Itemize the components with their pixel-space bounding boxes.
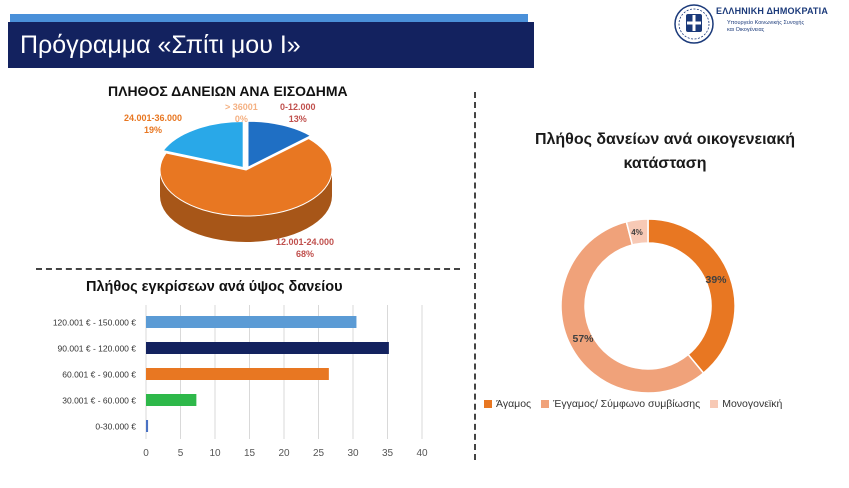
pie-label-percent: 19% xyxy=(144,125,163,135)
donut-slice-1 xyxy=(560,220,705,394)
y-category-label: 90.001 € - 120.000 € xyxy=(58,344,137,354)
legend-item-single-parent: Μονογονεϊκή xyxy=(710,398,782,410)
pie-label-24001-36000: 24.001-36.000 19% xyxy=(124,112,182,136)
bar-3 xyxy=(146,394,197,406)
donut-data-label: 39% xyxy=(705,274,727,286)
x-tick-label: 10 xyxy=(209,448,221,459)
legend-item-single: Άγαμος xyxy=(484,398,531,410)
logo-ministry-line1: Υπουργείο Κοινωνικής Συνοχής xyxy=(727,20,805,26)
legend-label: Μονογονεϊκή xyxy=(722,398,783,410)
legend-swatch xyxy=(710,400,719,408)
donut-data-label: 4% xyxy=(631,228,643,237)
y-category-label: 30.001 € - 60.000 € xyxy=(62,396,136,406)
pie-label-percent: 13% xyxy=(288,114,307,124)
logo-ministry-line2: και Οικογένειας xyxy=(727,27,765,33)
pie-label-category: 24.001-36.000 xyxy=(124,113,183,123)
x-tick-label: 20 xyxy=(278,448,290,459)
legend-label: Άγαμος xyxy=(496,398,532,410)
pie-slice-2 xyxy=(162,121,244,169)
pie-slice-0 xyxy=(247,120,312,169)
x-tick-label: 0 xyxy=(143,448,149,459)
donut-data-label: 57% xyxy=(572,333,594,345)
pie-label-category: 0-12.000 xyxy=(280,102,316,112)
x-tick-label: 30 xyxy=(347,448,359,459)
pie-label-category: > 36001 xyxy=(225,102,258,112)
pie-slice-1 xyxy=(159,137,333,217)
x-tick-label: 40 xyxy=(416,448,428,459)
bar-0 xyxy=(146,316,357,328)
legend-label: Έγγαμος/ Σύμφωνο συμβίωσης xyxy=(553,398,701,410)
pie-label-12001-24000: 12.001-24.000 68% xyxy=(276,236,334,260)
horizontal-divider xyxy=(36,268,460,270)
x-tick-label: 5 xyxy=(178,448,184,459)
income-pie-title: ΠΛΗΘΟΣ ΔΑΝΕΙΩΝ ΑΝΑ ΕΙΣΟΔΗΜΑ xyxy=(108,83,348,99)
donut-slice-0 xyxy=(647,218,736,375)
page-title: Πρόγραμμα «Σπίτι μου Ι» xyxy=(8,22,534,68)
donut-legend: Άγαμος Έγγαμος/ Σύμφωνο συμβίωσης Μονογο… xyxy=(484,398,792,410)
legend-swatch xyxy=(541,400,550,408)
pie-label-percent: 0% xyxy=(234,114,248,124)
y-category-label: 120.001 € - 150.000 € xyxy=(53,318,136,328)
vertical-divider xyxy=(474,92,476,460)
y-category-label: 0-30.000 € xyxy=(95,422,136,432)
banner-accent xyxy=(10,14,528,22)
government-logo: ΕΛΛΗΝΙΚΗ ΔΗΜΟΚΡΑΤΙΑ Υπουργείο Κοινωνικής… xyxy=(674,2,844,46)
legend-item-married: Έγγαμος/ Σύμφωνο συμβίωσης xyxy=(541,398,700,410)
x-tick-label: 15 xyxy=(244,448,256,459)
legend-swatch xyxy=(484,400,492,408)
donut-slice-2 xyxy=(625,218,649,246)
y-category-label: 60.001 € - 90.000 € xyxy=(62,370,136,380)
logo-title: ΕΛΛΗΝΙΚΗ ΔΗΜΟΚΡΑΤΙΑ xyxy=(716,6,829,16)
coat-of-arms-icon xyxy=(674,4,714,44)
bar-2 xyxy=(146,368,329,380)
x-tick-label: 35 xyxy=(382,448,394,459)
family-status-donut-title: Πλήθος δανείων ανά οικογενειακή κατάστασ… xyxy=(534,131,796,172)
loan-amount-bar-title: Πλήθος εγκρίσεων ανά ύψος δανείου xyxy=(86,279,343,295)
pie-slice-side-1 xyxy=(160,170,332,242)
x-tick-label: 25 xyxy=(313,448,325,459)
bar-1 xyxy=(146,342,389,354)
pie-label-category: 12.001-24.000 xyxy=(276,237,335,247)
pie-label-0-12000: 0-12.000 13% xyxy=(280,101,316,125)
bar-4 xyxy=(146,420,149,432)
pie-label-percent: 68% xyxy=(296,249,315,259)
pie-label-36001: > 36001 0% xyxy=(225,101,258,125)
